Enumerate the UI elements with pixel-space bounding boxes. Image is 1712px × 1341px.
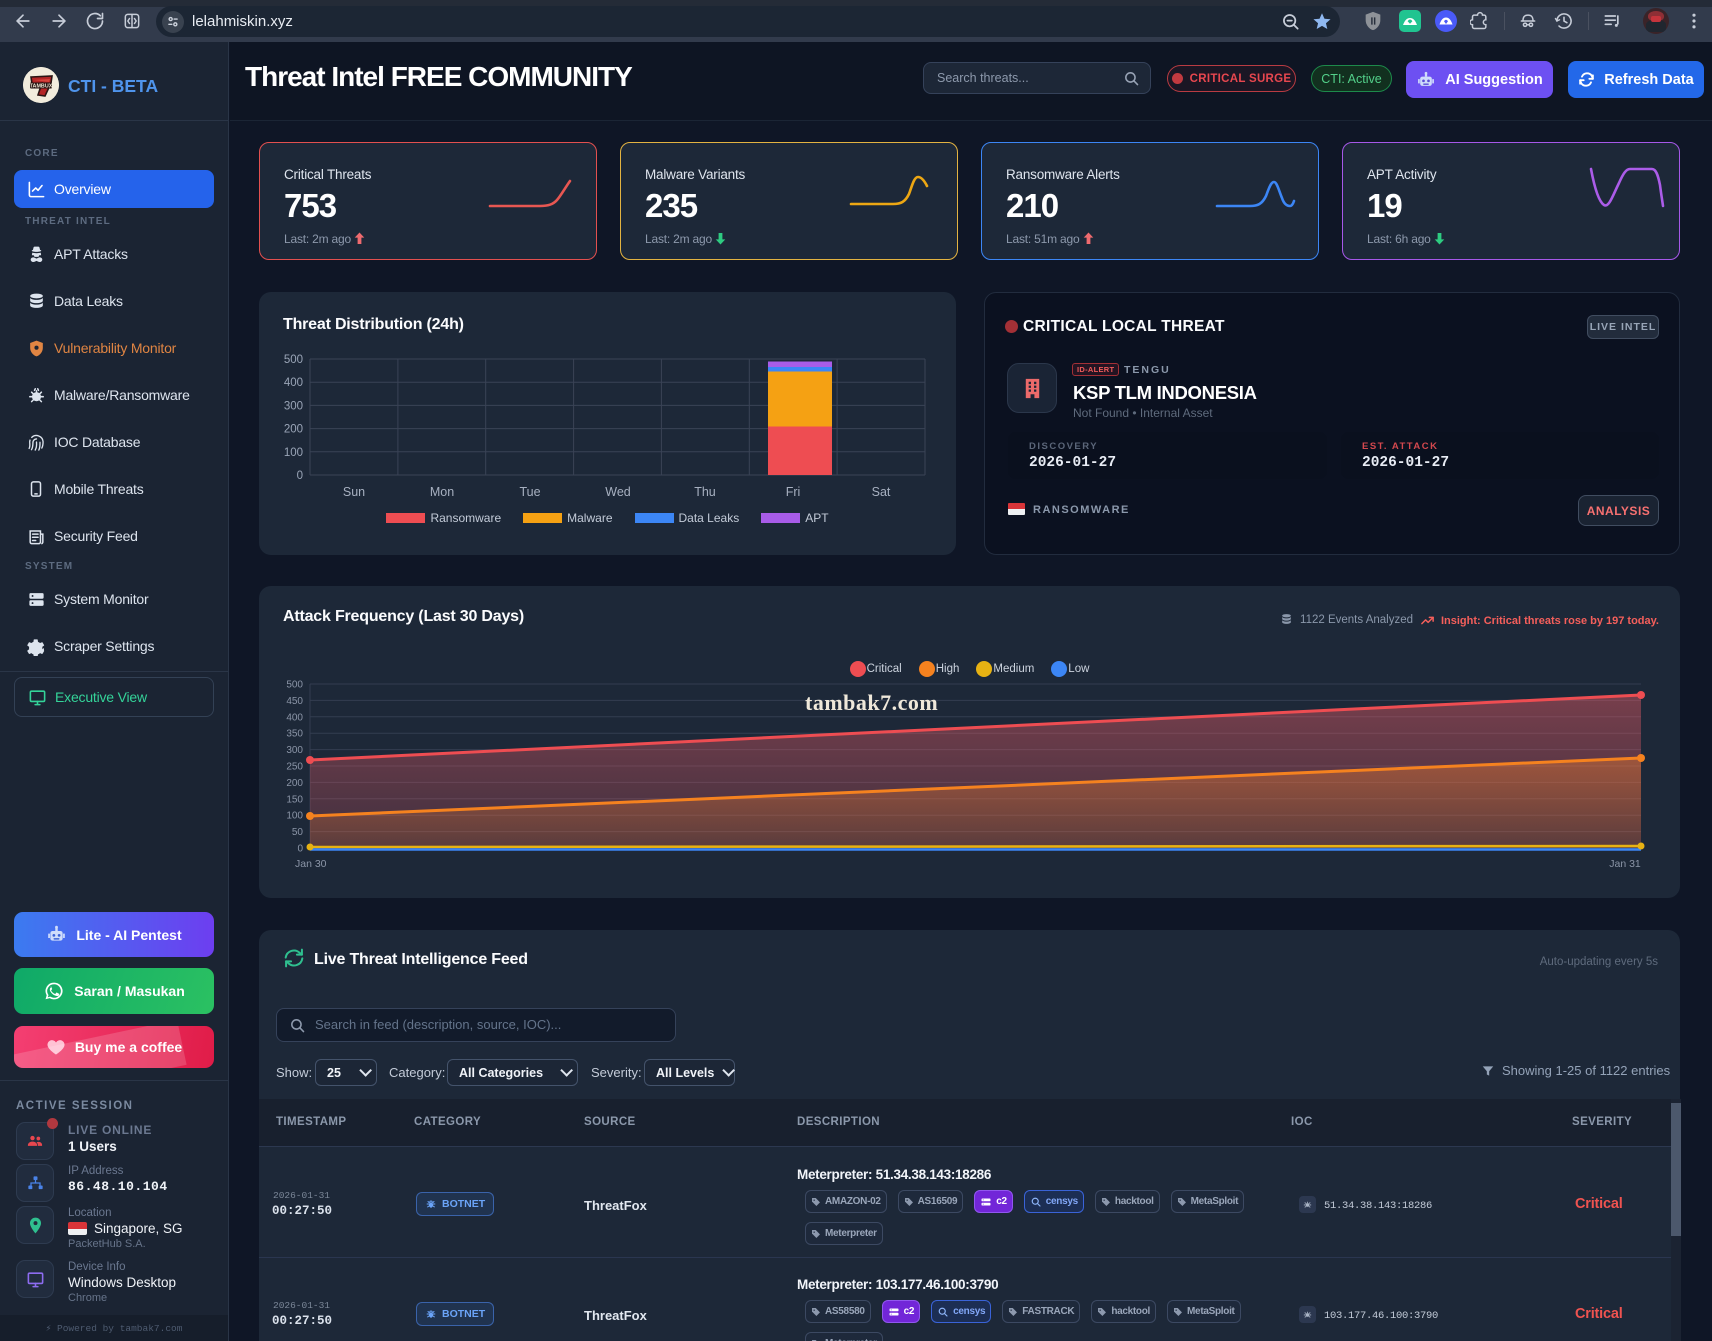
- svg-text:200: 200: [286, 778, 303, 789]
- svg-text:TAMBUX: TAMBUX: [30, 84, 53, 90]
- svg-text:Jan 31: Jan 31: [1609, 858, 1641, 870]
- svg-text:200: 200: [284, 424, 303, 436]
- svg-text:400: 400: [286, 712, 303, 723]
- svg-text:500: 500: [284, 354, 303, 366]
- svg-text:50: 50: [292, 827, 304, 838]
- svg-text:500: 500: [286, 680, 303, 691]
- svg-text:Fri: Fri: [786, 485, 801, 499]
- svg-text:100: 100: [286, 811, 303, 822]
- svg-text:Thu: Thu: [694, 485, 716, 499]
- svg-text:100: 100: [284, 447, 303, 459]
- svg-text:Wed: Wed: [605, 485, 631, 499]
- svg-text:0: 0: [297, 470, 303, 482]
- svg-text:300: 300: [284, 400, 303, 412]
- svg-text:150: 150: [286, 794, 303, 805]
- svg-text:Jan 30: Jan 30: [295, 858, 327, 870]
- svg-text:250: 250: [286, 762, 303, 773]
- svg-text:0: 0: [297, 844, 303, 855]
- svg-text:Mon: Mon: [430, 485, 454, 499]
- svg-text:400: 400: [284, 377, 303, 389]
- svg-text:Tue: Tue: [519, 485, 540, 499]
- svg-text:Sat: Sat: [872, 485, 891, 499]
- svg-text:300: 300: [286, 745, 303, 756]
- svg-text:350: 350: [286, 729, 303, 740]
- svg-text:450: 450: [286, 696, 303, 707]
- svg-text:Sun: Sun: [343, 485, 365, 499]
